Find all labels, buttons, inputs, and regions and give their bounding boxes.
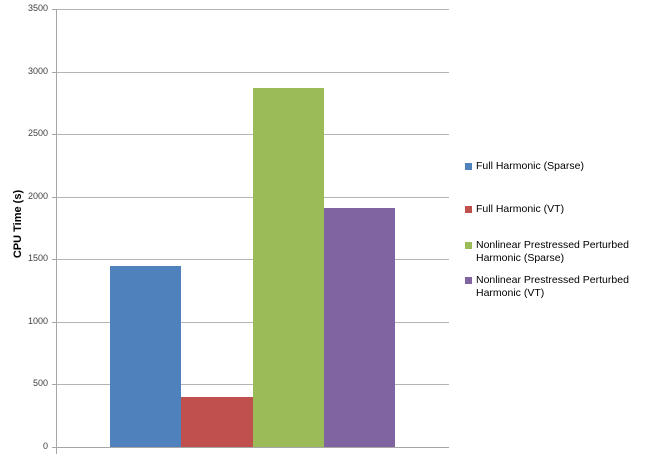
- y-tick-mark: [52, 72, 56, 73]
- x-axis-line: [52, 447, 449, 448]
- gridline: [56, 259, 449, 260]
- legend-swatch: [465, 163, 472, 170]
- legend-swatch: [465, 277, 472, 284]
- y-tick-mark: [52, 134, 56, 135]
- legend-label: Full Harmonic (Sparse): [476, 160, 584, 172]
- y-tick-label: 0: [42, 441, 48, 451]
- gridline: [56, 197, 449, 198]
- y-tick-label: 3000: [27, 66, 48, 76]
- gridline: [56, 322, 449, 323]
- legend-swatch: [465, 206, 472, 213]
- y-tick-mark: [52, 197, 56, 198]
- y-tick-label: 1500: [27, 253, 48, 263]
- y-tick-mark: [52, 259, 56, 260]
- bar-nonlinear-prestressed-perturbed-harmonic-vt: [323, 207, 396, 447]
- legend-label: Full Harmonic (VT): [476, 203, 565, 215]
- gridline: [56, 384, 449, 385]
- y-axis-line: [56, 9, 57, 454]
- y-tick-label: 500: [32, 378, 48, 388]
- y-tick-label: 3500: [27, 3, 48, 13]
- legend-swatch: [465, 242, 472, 249]
- y-tick-mark: [52, 322, 56, 323]
- y-tick-label: 1000: [27, 316, 48, 326]
- bar-full-harmonic-vt: [181, 396, 253, 447]
- gridline: [56, 72, 449, 73]
- legend-label: Nonlinear Prestressed Perturbed Harmonic…: [476, 239, 629, 264]
- y-tick-mark: [52, 9, 56, 10]
- bar-full-harmonic-sparse: [110, 265, 182, 447]
- gridline: [56, 134, 449, 135]
- bar-nonlinear-prestressed-perturbed-harmonic-sparse: [252, 87, 324, 447]
- y-tick-label: 2500: [27, 128, 48, 138]
- gridline: [56, 9, 449, 10]
- y-tick-mark: [52, 384, 56, 385]
- legend-label: Nonlinear Prestressed Perturbed Harmonic…: [476, 274, 629, 299]
- y-tick-label: 2000: [27, 191, 48, 201]
